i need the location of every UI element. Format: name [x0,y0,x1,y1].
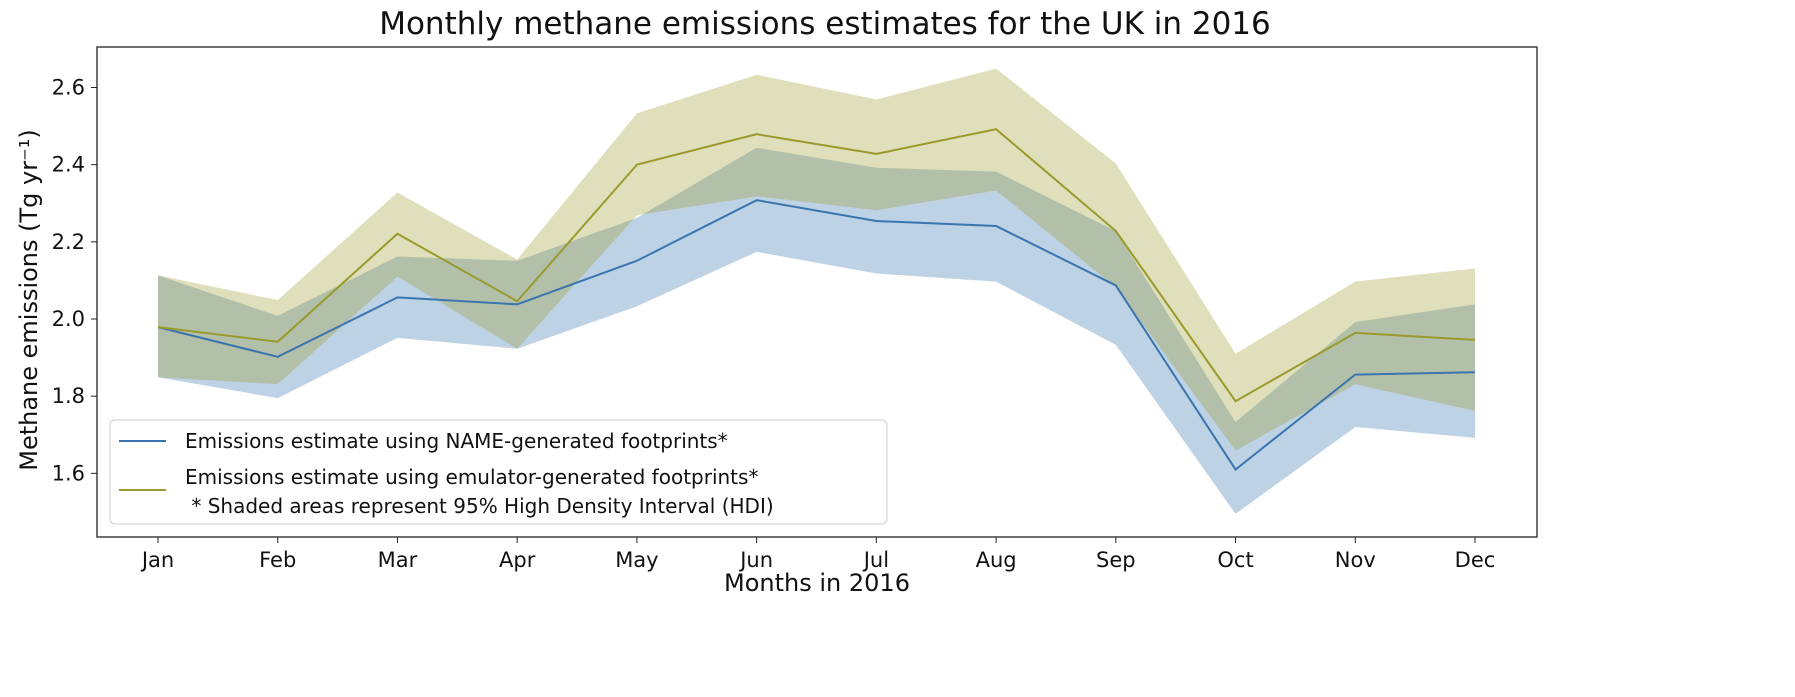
y-tick-label: 2.4 [52,153,85,177]
y-tick-label: 1.6 [52,461,85,485]
x-tick-label: Jun [738,548,773,572]
x-tick-label: May [615,548,658,572]
chart-title: Monthly methane emissions estimates for … [379,6,1271,42]
x-tick-label: Jan [140,548,174,572]
series-line-name [157,199,1476,471]
x-tick-label: Oct [1217,548,1253,572]
y-tick-label: 2.6 [52,76,85,100]
x-tick-label: Sep [1096,548,1136,572]
series-line-emulator [157,128,1476,403]
x-axis-label: Months in 2016 [724,569,910,597]
x-tick-label: Mar [378,548,418,572]
legend: Emissions estimate using NAME-generated … [109,419,888,525]
x-tick-label: Dec [1455,548,1496,572]
legend-label-emulator: Emissions estimate using emulator-genera… [185,465,758,489]
x-tick-label: Feb [259,548,296,572]
y-tick-label: 2.2 [52,230,85,254]
legend-label-name: Emissions estimate using NAME-generated … [185,429,728,453]
x-tick-label: Aug [976,548,1017,572]
plot-frame [96,46,1538,538]
x-tick-label: Apr [499,548,536,572]
hdi-band-name [158,147,1475,514]
legend-box [109,419,888,525]
x-tick-label: Jul [862,548,889,572]
y-tick-label: 2.0 [52,307,85,331]
x-tick-label: Nov [1335,548,1376,572]
y-axis-label: Methane emissions (Tg yr⁻¹) [15,129,43,471]
legend-note: * Shaded areas represent 95% High Densit… [185,494,774,518]
y-tick-label: 1.8 [52,384,85,408]
